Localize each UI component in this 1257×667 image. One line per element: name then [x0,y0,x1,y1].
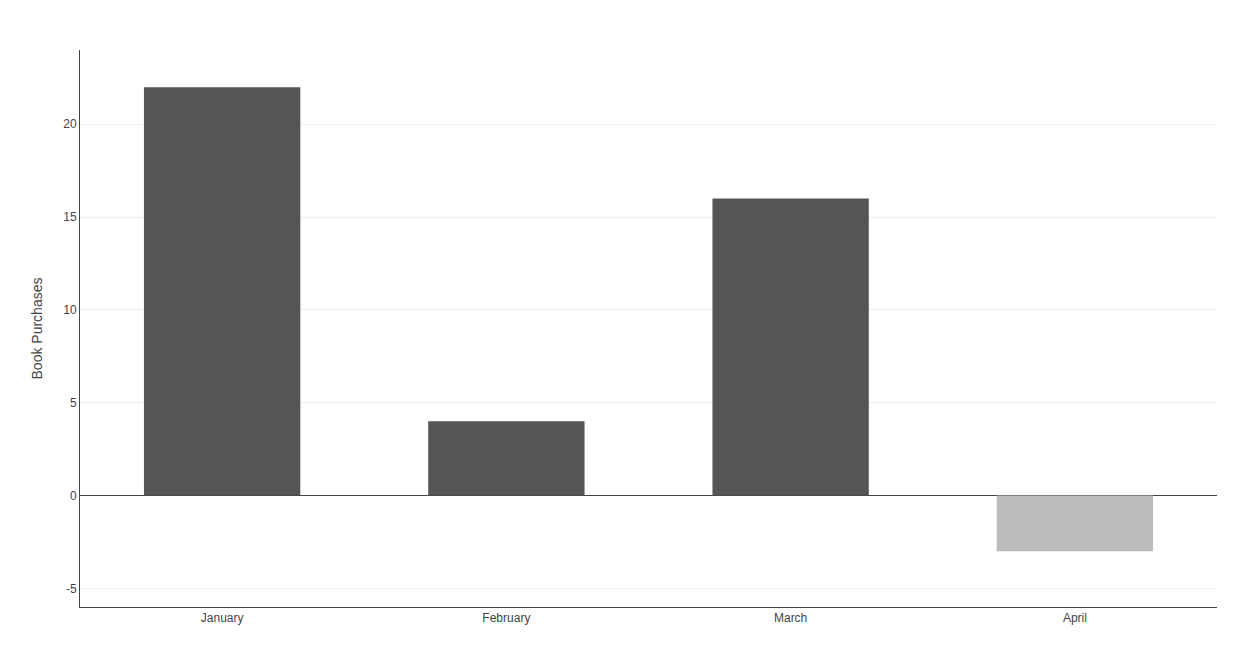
svg-text:April: April [1063,611,1087,625]
svg-text:15: 15 [63,210,77,224]
svg-text:January: January [201,611,244,625]
svg-text:0: 0 [70,489,77,503]
svg-text:March: March [774,611,807,625]
svg-text:20: 20 [63,117,77,131]
svg-text:10: 10 [63,303,77,317]
svg-text:February: February [482,611,530,625]
svg-text:Book Purchases: Book Purchases [29,278,45,380]
svg-text:5: 5 [70,396,77,410]
svg-text:-5: -5 [66,582,77,596]
